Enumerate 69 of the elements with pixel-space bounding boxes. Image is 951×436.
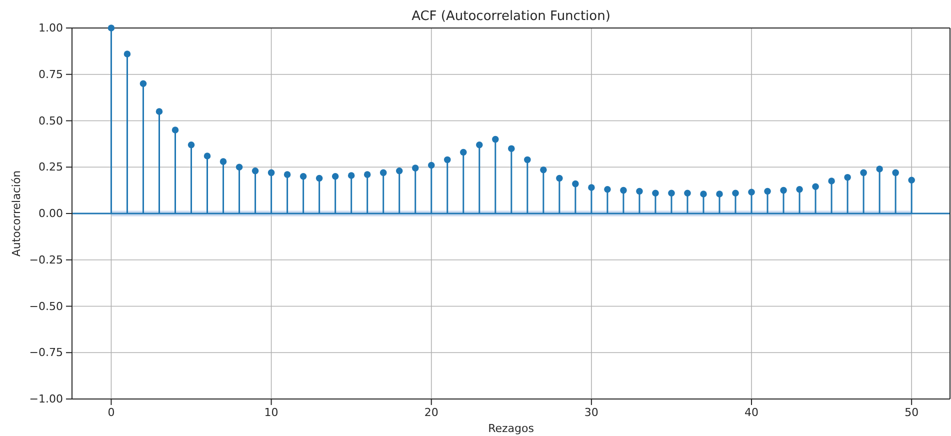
point [620,186,627,194]
y-tick-label: 1.00 [38,22,63,35]
chart-title: ACF (Autocorrelation Function) [412,9,610,24]
x-tick-label: 40 [744,406,759,419]
point [492,136,499,143]
point [444,156,451,164]
point [812,183,819,190]
point [284,171,291,178]
point [396,167,403,174]
point [204,152,211,160]
point [300,173,307,180]
point [108,24,115,32]
point [124,50,131,58]
point [876,166,883,172]
point [476,141,483,148]
y-tick-label: 0.50 [38,114,63,128]
point [268,169,275,176]
point [716,190,723,198]
point [412,164,419,172]
point [540,166,547,174]
x-tick-label: 10 [264,406,278,419]
point [364,171,371,178]
point [524,156,531,164]
x-tick-label: 20 [424,406,438,419]
x-tick-label: 50 [904,406,919,419]
point [332,173,339,180]
point [748,188,755,196]
point [556,174,563,182]
point [572,180,579,188]
point [252,167,259,174]
y-tick-label: 0.75 [38,68,63,81]
x-tick-label: 0 [108,406,115,419]
x-axis-title: Rezagos [488,422,534,435]
point [780,186,787,194]
point [236,164,243,171]
point [652,190,659,196]
y-axis-title: Autocorrelación [10,170,23,257]
point [892,169,899,176]
point [380,169,387,176]
point [428,162,435,169]
y-tick-label: −1.00 [29,392,63,406]
point [348,172,355,179]
point [844,174,851,181]
point [220,158,227,165]
x-tick-label: 30 [584,406,598,419]
point [828,178,835,184]
point [796,186,803,193]
point [316,174,323,182]
point [588,184,595,191]
point [508,145,515,152]
y-tick-label: −0.50 [29,300,63,313]
point [684,190,691,196]
point [908,176,915,184]
point [156,108,163,115]
point [700,190,707,198]
y-tick-label: 0.25 [38,160,63,174]
point [732,190,739,196]
point [764,188,771,195]
point [140,80,147,88]
y-tick-label: −0.75 [29,346,63,360]
point [636,188,643,195]
point [188,141,195,148]
point [172,126,179,134]
point [860,169,867,176]
y-tick-label: −0.25 [29,253,63,266]
point [460,148,467,156]
point [604,186,611,193]
y-tick-label: 0.00 [38,207,63,220]
point [668,190,675,196]
